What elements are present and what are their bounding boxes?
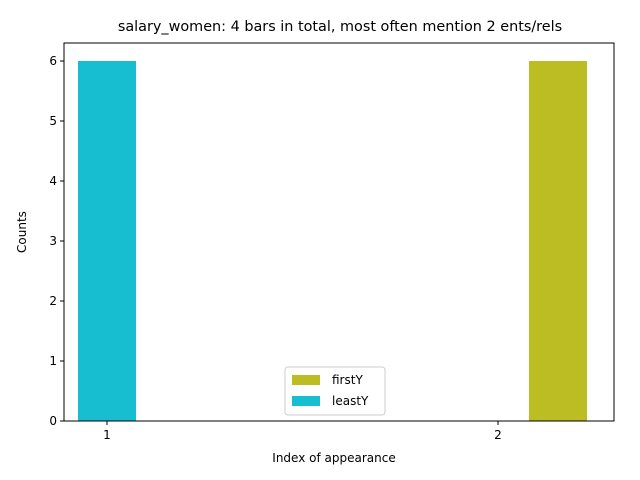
bar-leastY-1 [78, 61, 136, 421]
y-tick-label: 4 [49, 174, 57, 188]
legend-label-firstY: firstY [332, 373, 363, 387]
bar-firstY-2 [529, 61, 587, 421]
chart-title: salary_women: 4 bars in total, most ofte… [118, 19, 562, 35]
plot-area-frame [63, 42, 615, 422]
legend-swatch-firstY [292, 375, 320, 385]
y-tick-label: 3 [49, 234, 57, 248]
y-tick-label: 1 [49, 354, 57, 368]
x-tick-label: 2 [494, 428, 502, 442]
y-tick-label: 2 [49, 294, 57, 308]
legend: firstY leastY [284, 366, 386, 416]
y-tick-label: 5 [49, 114, 57, 128]
y-tick-label: 0 [49, 414, 57, 428]
y-axis: 0 1 2 3 4 5 6 [49, 54, 64, 428]
y-axis-label: Counts [15, 211, 29, 253]
x-axis-label: Index of appearance [272, 451, 395, 465]
legend-label-leastY: leastY [332, 394, 369, 408]
x-tick-label: 1 [103, 428, 111, 442]
bars-layer [78, 61, 587, 421]
y-tick-label: 6 [49, 54, 57, 68]
legend-swatch-leastY [292, 396, 320, 406]
